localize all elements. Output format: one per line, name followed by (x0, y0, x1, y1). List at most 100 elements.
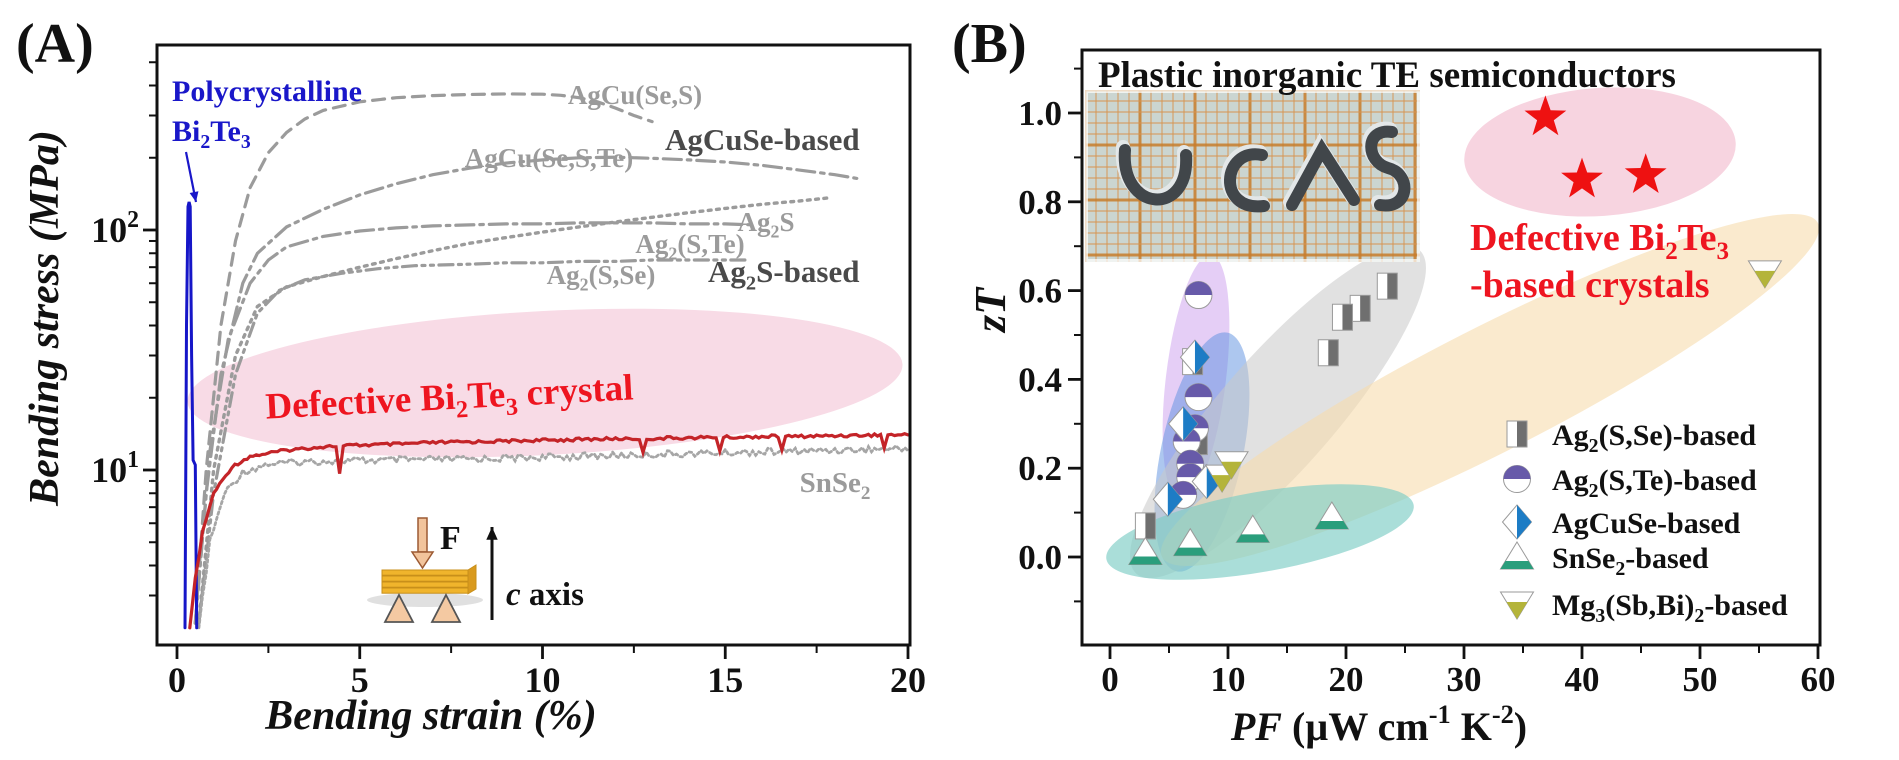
x-axis-title: PF (µW cm-1 K-2) (1230, 699, 1527, 749)
y-tick-label-0.0: 0.0 (1018, 538, 1062, 577)
panel-a-label: (A) (16, 13, 94, 75)
force-arrow-head (410, 551, 435, 570)
highlight-ellipse-defective-bi2te3 (187, 308, 903, 458)
support-triangle (383, 593, 415, 623)
chart-title: Plastic inorganic TE semiconductors (1098, 55, 1676, 96)
x-tick-label-0: 0 (168, 660, 186, 700)
marker-agcuse-based (1152, 481, 1183, 518)
marker-snse-2-based (1172, 527, 1208, 557)
x-tick-label-60: 60 (1801, 660, 1836, 699)
y-tick-label-0.8: 0.8 (1018, 183, 1062, 222)
legend-label-agcuse-based: AgCuSe-based (1552, 507, 1741, 540)
curve-defective-bi2te3-crystal (188, 431, 910, 630)
series-snse-2-based (1128, 501, 1350, 566)
legend-item-snse-2-based: SnSe2-based (1499, 541, 1709, 580)
series-defective-bi-2te-3-based-crystals (1524, 95, 1667, 198)
beam-shadow (367, 593, 483, 607)
x-tick-label-10: 10 (1211, 660, 1246, 699)
panel-a-bending-chart: AgCu(Se,S)AgCuSe-basedAgCu(Se,S,Te)Ag2SA… (22, 43, 926, 739)
x-tick-label-20: 20 (890, 660, 926, 700)
beam-layer (381, 587, 469, 594)
marker-defective-bi-2te-3-based-crystals (1524, 95, 1567, 136)
beam-layer (381, 575, 469, 582)
highlight-ellipse-pink (1464, 87, 1736, 217)
annotation-polycrystalline-bi2te3-line2: Bi2Te3 (172, 115, 251, 153)
curve-ag2-s-te (193, 221, 757, 625)
x-tick-label-15: 15 (707, 660, 743, 700)
y-axis-title: Bending stress (MPa) (22, 130, 68, 507)
arrow-head (189, 191, 199, 202)
photo-letter-A (1286, 138, 1360, 211)
x-tick-label-40: 40 (1565, 660, 1600, 699)
marker-ag-2-s-se-based (1134, 512, 1156, 540)
legend-item-ag-2-s-te-based: Ag2(S,Te)-based (1503, 464, 1757, 502)
legend-item-mg-3-sb-bi-2-based: Mg3(Sb,Bi)2-based (1499, 589, 1788, 627)
support-triangle (430, 593, 462, 623)
curve-ag2s (197, 196, 830, 625)
marker-snse-2-based (1128, 536, 1163, 566)
beam-end (467, 564, 477, 595)
y-tick-label-1.0: 1.0 (1018, 94, 1062, 133)
x-tick-label-50: 50 (1683, 660, 1718, 699)
marker-ag-2-s-se-based (1331, 303, 1353, 331)
force-label: F (440, 520, 461, 557)
y-tick-label-10: 101 (91, 447, 139, 490)
marker-ag-2-s-se-based (1376, 272, 1398, 300)
curve-label-ag-2s-based: Ag2S-based (708, 254, 859, 294)
curve-ag2-s-se (197, 258, 749, 625)
marker-mg-3-sb-bi-2-based (1214, 451, 1249, 480)
x-tick-label-5: 5 (351, 660, 369, 700)
photo-letter-S (1365, 125, 1411, 212)
x-tick-label-10: 10 (525, 660, 561, 700)
panel-b-zt-pf-chart: Plastic inorganic TE semiconductors Defec… (966, 48, 1836, 749)
annotation-defective-bi2te3-crystal: Defective Bi2Te3 crystal (264, 367, 634, 433)
y-tick-label-0.6: 0.6 (1018, 272, 1062, 311)
marker-snse-2-based (1314, 501, 1350, 530)
marker-agcuse-based (1168, 406, 1199, 442)
annotation-polycrystalline-bi2te3-line1: Polycrystalline (172, 75, 362, 108)
bending-diagram-inset: Fc axis (367, 517, 584, 623)
marker-defective-bi-2te-3-based-crystals (1561, 157, 1603, 198)
panel-b-label: (B) (952, 13, 1027, 75)
y-axis-title: zT (966, 286, 1015, 334)
legend-label-mg-3-sb-bi-2-based: Mg3(Sb,Bi)2-based (1552, 589, 1788, 627)
marker-mg-3-sb-bi-2-based (1747, 260, 1783, 289)
highlight-ellipse-wheat (1160, 214, 1820, 566)
x-axis-title: Bending strain (%) (264, 693, 596, 739)
marker-ag-2-s-se-based (1349, 294, 1371, 322)
y-tick-label-100: 102 (91, 207, 139, 250)
annotation-defective-bi2te3-line1: Defective Bi2Te3 (1470, 217, 1729, 265)
marker-agcuse-based (1179, 339, 1211, 375)
x-tick-label-30: 30 (1447, 660, 1482, 699)
c-axis-label: c axis (506, 577, 584, 613)
legend-label-snse-2-based: SnSe2-based (1552, 542, 1709, 580)
series-mg-3-sb-bi-2-based (1204, 260, 1783, 494)
plot-border (155, 43, 912, 647)
curve-label-ag-2s: Ag2S (738, 207, 795, 241)
beam-layer (381, 581, 469, 588)
marker-snse-2-based (1235, 514, 1271, 543)
curve-agcu-se-s-te (193, 155, 859, 625)
curve-polycrystalline-bi2te3 (183, 201, 199, 630)
curve-label-agcu-se-s-te: AgCu(Se,S,Te) (465, 143, 634, 173)
annotation-defective-bi2te3-line2: -based crystals (1470, 264, 1710, 306)
curve-label-ag-2-s-se: Ag2(S,Se) (547, 260, 656, 294)
legend-item-agcuse-based: AgCuSe-based (1501, 504, 1741, 540)
photo-letter-U (1118, 144, 1193, 206)
photo-paper (1085, 90, 1420, 262)
plot-border (1080, 48, 1822, 647)
legend-item-ag-2-s-se-based: Ag2(S,Se)-based (1506, 419, 1756, 457)
marker-ag-2-s-te-based (1184, 281, 1213, 310)
marker-defective-bi-2te-3-based-crystals (1624, 153, 1667, 193)
beam-layer (381, 569, 469, 576)
legend-label-ag-2-s-se-based: Ag2(S,Se)-based (1552, 419, 1756, 457)
series-agcuse-based (1152, 339, 1222, 518)
legend-label-ag-2-s-te-based: Ag2(S,Te)-based (1552, 464, 1757, 502)
curve-agcu-se-s (193, 92, 654, 625)
force-arrow-shaft (417, 517, 428, 553)
curve-snse2 (197, 443, 910, 630)
x-tick-label-0: 0 (1101, 660, 1119, 699)
photo-letter-C (1224, 148, 1270, 213)
curve-label-agcuse-based: AgCuSe-based (665, 122, 860, 157)
